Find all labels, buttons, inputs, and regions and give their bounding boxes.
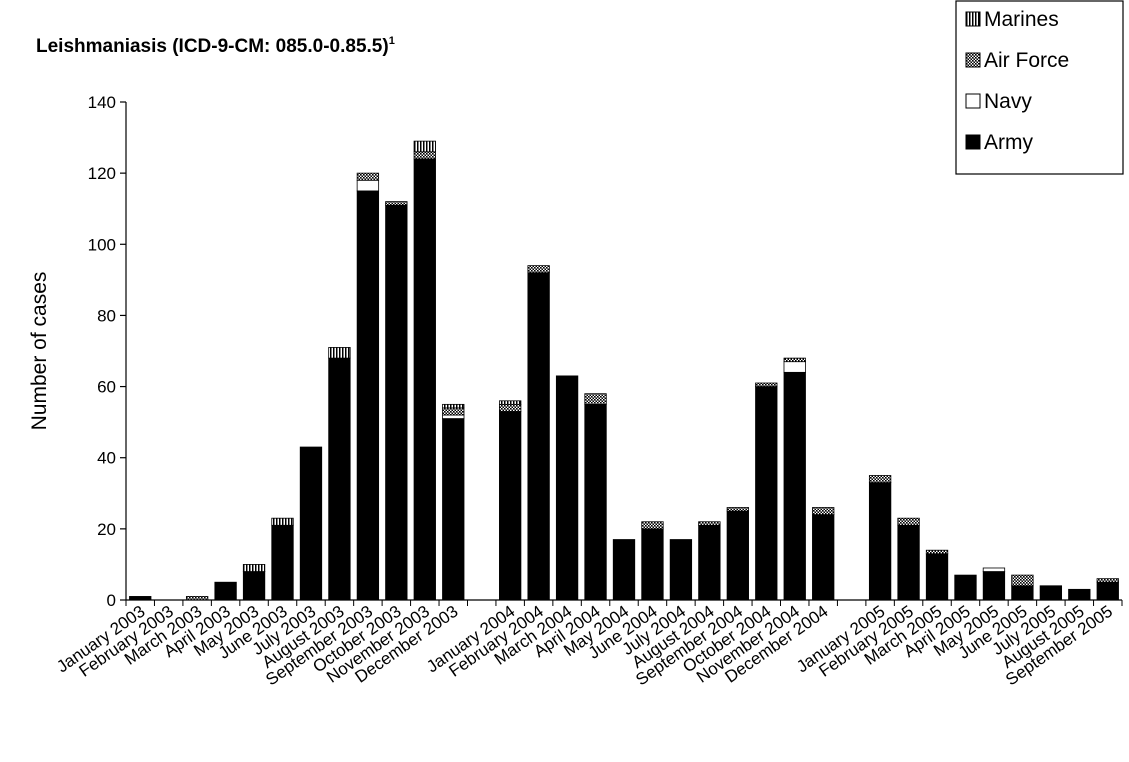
bar-army xyxy=(299,446,323,601)
bar-air-force xyxy=(385,201,408,206)
bar-navy xyxy=(442,414,465,419)
bar-marines xyxy=(271,517,294,526)
legend-box xyxy=(955,0,1124,175)
bars xyxy=(129,140,1119,601)
y-tick-label: 120 xyxy=(88,164,116,183)
bar-air-force xyxy=(698,521,721,526)
bar-army xyxy=(584,403,607,601)
bar-air-force xyxy=(499,403,522,412)
bar-army xyxy=(499,411,522,601)
bar-navy xyxy=(356,179,380,192)
bar-air-force xyxy=(1096,578,1119,583)
bar-army xyxy=(242,571,266,601)
bar-marines xyxy=(442,403,465,409)
chart-title-text: Leishmaniasis (ICD-9-CM: 085.0-0.85.5) xyxy=(36,36,389,57)
chart-title-superscript: 1 xyxy=(389,35,395,47)
legend: Marines Air Force Navy Army xyxy=(955,0,1124,175)
bar-air-force xyxy=(527,265,550,274)
y-tick-label: 0 xyxy=(107,591,116,610)
y-tick-label: 40 xyxy=(97,449,116,468)
y-tick-label: 140 xyxy=(88,93,116,112)
bar-air-force xyxy=(925,549,949,555)
bar-army xyxy=(726,510,749,601)
bar-army xyxy=(1068,588,1091,601)
bar-marines xyxy=(413,140,436,153)
x-axis xyxy=(125,599,1123,606)
bar-marines xyxy=(499,400,522,405)
bar-army xyxy=(527,272,550,601)
bar-air-force xyxy=(413,151,436,160)
bar-marines xyxy=(242,564,266,572)
y-axis-label: Number of cases xyxy=(28,272,51,431)
bar-army xyxy=(641,528,664,601)
bar-army xyxy=(783,371,806,601)
bar-marines xyxy=(328,347,351,359)
legend-label: Army xyxy=(984,131,1033,154)
bar-air-force xyxy=(897,517,920,526)
bar-air-force xyxy=(356,172,380,181)
bar-army xyxy=(755,386,778,601)
bar-air-force xyxy=(1011,574,1034,587)
y-tick-label: 100 xyxy=(88,235,116,254)
bar-air-force xyxy=(783,357,806,363)
legend-label: Marines xyxy=(984,8,1059,31)
bar-army xyxy=(271,524,294,601)
bar-army xyxy=(812,514,835,601)
bar-air-force xyxy=(812,507,835,516)
legend-swatch xyxy=(965,134,981,150)
bar-army xyxy=(897,524,920,601)
y-tick-label: 20 xyxy=(97,520,116,539)
y-tick-label: 80 xyxy=(97,306,116,325)
bar-army xyxy=(982,571,1006,601)
legend-label: Air Force xyxy=(984,49,1069,72)
legend-swatch xyxy=(965,11,981,27)
bar-army xyxy=(555,375,579,601)
bar-army xyxy=(1039,585,1063,601)
bar-army xyxy=(868,482,892,601)
legend-swatch xyxy=(965,93,981,109)
bar-air-force xyxy=(584,393,607,405)
bar-army xyxy=(385,204,408,601)
y-axis: 0 20 40 60 80 100 120 140 xyxy=(88,93,127,610)
y-tick-label: 60 xyxy=(97,378,116,397)
bar-army xyxy=(356,190,380,601)
legend-swatch xyxy=(965,52,981,68)
bar-army xyxy=(698,524,721,601)
bar-air-force xyxy=(641,521,664,530)
bar-army xyxy=(954,574,977,601)
bar-army xyxy=(1011,585,1034,601)
bar-army xyxy=(612,539,636,601)
bar-army xyxy=(669,539,693,601)
bar-army xyxy=(214,581,237,601)
bar-army xyxy=(1096,581,1119,601)
bar-air-force xyxy=(755,382,778,387)
bar-army xyxy=(328,357,351,601)
bar-air-force xyxy=(726,507,749,512)
legend-label: Navy xyxy=(984,90,1032,113)
bar-army xyxy=(442,418,465,601)
bar-navy xyxy=(783,361,806,373)
bar-army xyxy=(925,553,949,601)
bar-air-force xyxy=(868,475,892,484)
bar-army xyxy=(413,158,436,601)
bar-navy xyxy=(982,567,1006,572)
bar-air-force xyxy=(442,407,465,416)
chart-title: Leishmaniasis (ICD-9-CM: 085.0-0.85.5)1 xyxy=(36,35,395,57)
